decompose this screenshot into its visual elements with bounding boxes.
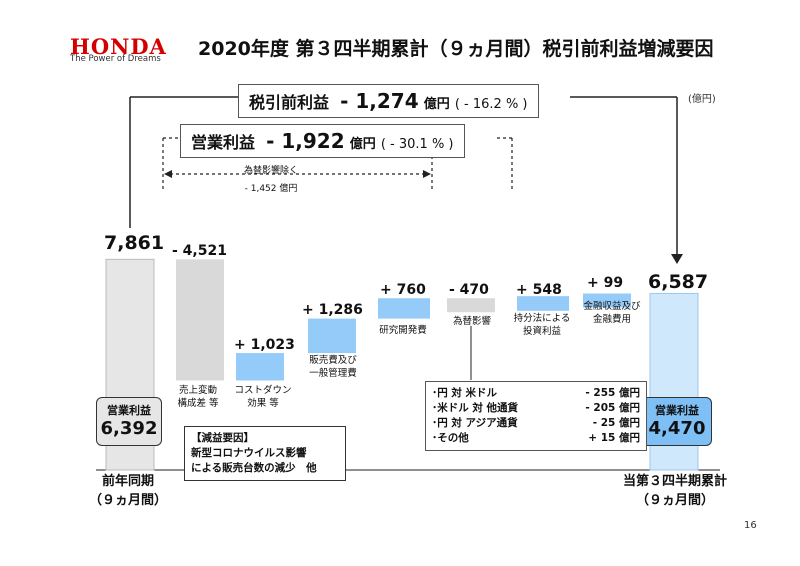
bar-cost-reduction	[236, 353, 284, 381]
bar-finance	[583, 293, 631, 308]
label-cost: コストダウン 効果 等	[234, 385, 292, 409]
bar-value-rnd: + 760	[380, 282, 426, 298]
bar-rnd	[378, 298, 430, 319]
pretax-value: - 1,274	[340, 89, 419, 113]
page-title: 2020年度 第３四半期累計（９ヵ月間）税引前利益増減要因	[198, 38, 714, 60]
fx-details-box: ･円 対 米ドル - 255 億円 ･米ドル 対 他通貨 - 205 億円 ･円 対…	[425, 381, 647, 451]
bar-equity	[517, 296, 569, 311]
decrease-line2: による販売台数の減少 他	[191, 462, 317, 474]
label-rnd: 研究開発費	[379, 325, 427, 336]
current-operating-income: 営業利益 4,470	[642, 397, 712, 446]
previous-operating-value: 6,392	[100, 418, 158, 439]
connector-lines	[96, 96, 720, 471]
bar-value-equity: + 548	[516, 282, 562, 298]
bar-value-sga: + 1,286	[302, 302, 363, 318]
fx-row: ･米ドル 対 他通貨 - 205 億円	[432, 402, 640, 414]
fx-row: ･その他 + 15 億円	[432, 432, 640, 444]
decrease-line1: 新型コロナウイルス影響	[191, 447, 307, 459]
fx-exclusion-note: 為替影響除く - 1,452 億円	[244, 165, 298, 195]
current-operating-label: 営業利益	[655, 404, 699, 417]
decrease-factors-box: 【減益要因】 新型コロナウイルス影響 による販売台数の減少 他	[184, 426, 346, 481]
current-operating-value: 4,470	[648, 418, 706, 439]
bar-sga	[308, 318, 356, 354]
operating-profit-box: 営業利益 - 1,922 億円 ( - 30.1 % )	[180, 124, 465, 158]
bar-value-finance: + 99	[587, 275, 624, 291]
label-fx: 為替影響	[452, 316, 491, 327]
arrow-left-icon	[164, 170, 172, 178]
label-sales: 売上変動 構成差 等	[177, 385, 219, 409]
previous-period-label: 前年同期 （９ヵ月間）	[88, 474, 167, 508]
label-finance: 金融収益及び 金融費用	[583, 301, 641, 325]
current-period-label: 当第３四半期累計 （９ヵ月間）	[622, 474, 727, 508]
arrow-down-icon	[671, 254, 683, 264]
fx-row: ･円 対 米ドル - 255 億円	[432, 387, 640, 399]
unit-label: (億円)	[688, 94, 716, 105]
bar-value-sales: - 4,521	[172, 243, 227, 259]
previous-operating-income: 営業利益 6,392	[96, 397, 162, 446]
page-number: 16	[744, 520, 757, 531]
operating-pct: ( - 30.1 % )	[380, 137, 454, 152]
pretax-profit-box: 税引前利益 - 1,274 億円 ( - 16.2 % )	[238, 84, 539, 118]
bar-fx	[447, 298, 495, 313]
tagline: The Power of Dreams	[70, 54, 161, 64]
fx-row: ･円 対 アジア通貨 - 25 億円	[432, 417, 640, 429]
honda-logo: HONDA	[70, 34, 167, 59]
arrow-right-icon	[423, 170, 431, 178]
bar-value-fx: - 470	[449, 282, 489, 298]
decrease-title: 【減益要因】	[191, 432, 254, 444]
pretax-unit: 億円	[423, 97, 450, 112]
label-equity: 持分法による 投資利益	[513, 313, 571, 337]
bar-value-previous: 7,861	[104, 232, 165, 254]
fx-exclusion-value: - 1,452 億円	[244, 184, 298, 194]
operating-unit: 億円	[349, 137, 376, 152]
bar-value-current: 6,587	[648, 271, 709, 293]
operating-label: 営業利益	[191, 133, 256, 152]
fx-exclusion-title: 為替影響除く	[244, 166, 299, 176]
operating-value: - 1,922	[266, 129, 345, 153]
previous-operating-label: 営業利益	[107, 404, 151, 417]
bar-value-cost: + 1,023	[234, 337, 295, 353]
bar-sales-change	[176, 259, 224, 381]
pretax-pct: ( - 16.2 % )	[454, 97, 528, 112]
pretax-label: 税引前利益	[249, 93, 330, 112]
label-sga: 販売費及び 一般管理費	[309, 355, 357, 379]
